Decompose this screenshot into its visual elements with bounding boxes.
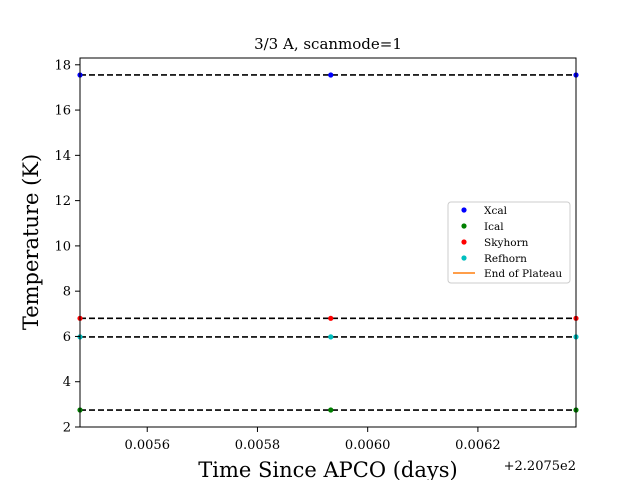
y-tick-label: 12 (54, 194, 71, 209)
x-axis-label: Time Since APCO (days) (198, 458, 457, 480)
legend-marker-ical (461, 223, 467, 229)
y-axis-ticks: 2 4 6 8 10 12 14 16 18 (54, 58, 80, 436)
point-ical (328, 407, 334, 413)
legend-label-end-of-plateau: End of Plateau (484, 268, 562, 280)
x-tick-label: 0.0060 (345, 438, 391, 453)
y-tick-label: 4 (63, 375, 71, 390)
y-tick-label: 16 (54, 104, 71, 119)
legend-label-xcal: Xcal (484, 205, 508, 217)
legend-label-skyhorn: Skyhorn (484, 237, 529, 249)
point-xcal (328, 72, 334, 78)
x-tick-label: 0.0058 (235, 438, 281, 453)
legend-marker-skyhorn (461, 239, 467, 245)
y-tick-label: 18 (54, 58, 71, 73)
point-refhorn (328, 334, 334, 340)
y-tick-label: 14 (54, 149, 71, 164)
x-tick-label: 0.0056 (124, 438, 170, 453)
legend-label-ical: Ical (484, 221, 504, 233)
legend-label-refhorn: Refhorn (484, 253, 527, 265)
y-tick-label: 2 (63, 421, 71, 436)
x-axis-ticks: 0.0056 0.0058 0.0060 0.0062 (124, 427, 501, 453)
mean-lines (80, 74, 576, 411)
y-tick-label: 8 (63, 285, 71, 300)
plot-frame (79, 57, 577, 428)
legend: Xcal Ical Skyhorn Refhorn End of Plateau (447, 201, 571, 284)
legend-box (447, 201, 571, 284)
y-axis-label: Temperature (K) (19, 154, 43, 330)
legend-items: Xcal Ical Skyhorn Refhorn End of Plateau (453, 205, 562, 280)
y-tick-label: 6 (63, 330, 71, 345)
point-skyhorn (328, 315, 334, 321)
x-offset-label: +2.2075e2 (504, 459, 576, 474)
y-tick-label: 10 (54, 239, 71, 254)
chart-title: 3/3 A, scanmode=1 (254, 35, 402, 53)
legend-marker-refhorn (461, 255, 467, 261)
x-tick-label: 0.0062 (455, 438, 501, 453)
legend-marker-xcal (461, 207, 467, 213)
